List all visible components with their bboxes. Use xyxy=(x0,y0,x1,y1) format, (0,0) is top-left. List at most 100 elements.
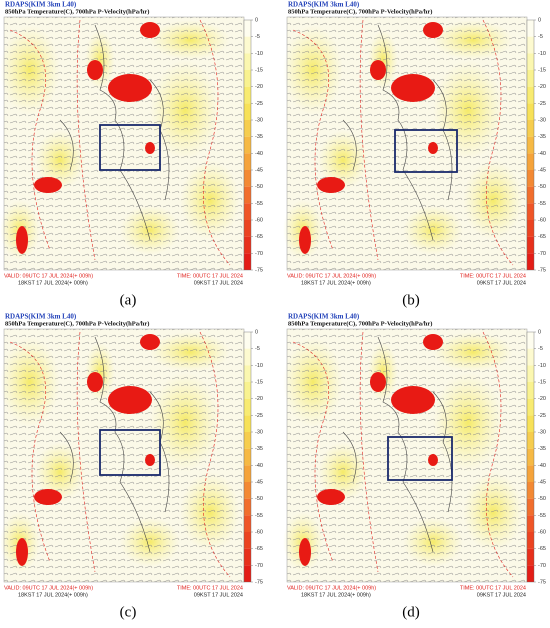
colorbar-tick-label: -35 xyxy=(255,446,263,452)
colorbar-tick-label: -50 xyxy=(255,184,263,190)
colorbar-segment xyxy=(244,432,251,449)
colorbar-tick-label: -25 xyxy=(255,413,263,419)
red-area xyxy=(428,454,438,466)
colorbar-tick-label: -40 xyxy=(255,151,263,157)
colorbar-segment xyxy=(244,253,251,270)
colorbar-tick-label: -55 xyxy=(538,201,546,207)
valid-utc: VALID: 09UTC 17 JUL 2024(+ 009h) xyxy=(4,585,93,591)
colorbar-tick-label: -60 xyxy=(255,217,263,223)
panel-label: (b) xyxy=(402,292,420,308)
colorbar-segment xyxy=(527,203,534,220)
panel-subtitle: 850hPa Temperature(C), 700hPa P-Velocity… xyxy=(288,320,432,327)
colorbar-segment xyxy=(244,565,251,582)
colorbar-segment xyxy=(527,120,534,137)
colorbar-segment xyxy=(244,532,251,549)
colorbar-segment xyxy=(527,515,534,532)
panel: RDAPS(KIM 3km L40)850hPa Temperature(C),… xyxy=(0,313,263,620)
colorbar-frame xyxy=(243,331,252,583)
colorbar-segment xyxy=(527,448,534,466)
colorbar-tick-label: -45 xyxy=(538,479,546,485)
colorbar-segment xyxy=(244,20,251,37)
colorbar-segment xyxy=(527,53,534,70)
colorbar-segment xyxy=(527,415,534,432)
colorbar-segment xyxy=(244,136,251,154)
colorbar-segment xyxy=(527,86,534,104)
red-area xyxy=(370,372,386,392)
isotherm xyxy=(292,19,514,266)
map xyxy=(283,328,528,583)
colorbar-segment xyxy=(244,548,251,566)
valid-utc: VALID: 09UTC 17 JUL 2024(+ 009h) xyxy=(4,273,93,279)
colorbar-segment xyxy=(527,365,534,382)
colorbar-segment xyxy=(527,398,534,416)
valid-utc: VALID: 09UTC 17 JUL 2024(+ 009h) xyxy=(287,273,376,279)
red-area xyxy=(428,142,438,154)
panel-title: RDAPS(KIM 3km L40) xyxy=(5,313,77,321)
colorbar-tick-label: 0 xyxy=(538,17,541,23)
red-area xyxy=(16,226,28,254)
colorbar-segment xyxy=(244,515,251,532)
colorbar-tick-label: -25 xyxy=(538,101,546,107)
colorbar-tick-label: -30 xyxy=(538,429,546,435)
red-area xyxy=(145,454,155,466)
time-utc: TIME: 00UTC 17 JUL 2024 xyxy=(177,273,243,279)
colorbar-segment xyxy=(244,415,251,432)
panel-label: (a) xyxy=(120,292,137,308)
colorbar-tick-label: -30 xyxy=(255,117,263,123)
colorbar-segment xyxy=(527,236,534,254)
colorbar-tick-label: -55 xyxy=(255,201,263,207)
red-area xyxy=(299,538,311,566)
valid-kst: 18KST 17 JUL 2024(+ 009h) xyxy=(18,280,88,286)
panel-subtitle: 850hPa Temperature(C), 700hPa P-Velocity… xyxy=(5,320,149,327)
colorbar-tick-label: -65 xyxy=(538,234,546,240)
red-area xyxy=(317,489,345,505)
colorbar-tick-label: -15 xyxy=(538,379,546,385)
panel-label: (c) xyxy=(120,604,137,620)
colorbar-segment xyxy=(527,532,534,549)
panel-title: RDAPS(KIM 3km L40) xyxy=(288,313,360,321)
colorbar-tick-label: -10 xyxy=(538,363,546,369)
isotherm xyxy=(9,331,231,578)
colorbar-segment xyxy=(244,170,251,187)
colorbar-tick-label: -5 xyxy=(538,34,543,40)
panel: RDAPS(KIM 3km L40)850hPa Temperature(C),… xyxy=(283,313,546,620)
colorbar-tick-label: -35 xyxy=(255,134,263,140)
red-area xyxy=(145,142,155,154)
colorbar-tick-label: -5 xyxy=(538,346,543,352)
colorbar-segment xyxy=(244,465,251,482)
colorbar-tick-label: 0 xyxy=(255,329,258,335)
colorbar-segment xyxy=(244,236,251,254)
time-kst: 09KST 17 JUL 2024 xyxy=(194,280,243,286)
colorbar-tick-label: -40 xyxy=(538,151,546,157)
isotherm xyxy=(292,331,514,578)
focus-box xyxy=(387,436,453,481)
colorbar-tick-label: -30 xyxy=(538,117,546,123)
colorbar-segment xyxy=(527,498,534,516)
panel-title: RDAPS(KIM 3km L40) xyxy=(5,1,77,9)
colorbar-tick-label: -45 xyxy=(255,479,263,485)
focus-box xyxy=(99,124,161,171)
colorbar-segment xyxy=(527,382,534,399)
colorbar-segment xyxy=(244,70,251,87)
colorbar-tick-label: -75 xyxy=(255,579,263,585)
colorbar-tick-label: -60 xyxy=(255,529,263,535)
colorbar-segment xyxy=(527,186,534,204)
colorbar-segment xyxy=(527,153,534,170)
colorbar-segment xyxy=(244,153,251,170)
colorbar-tick-label: 0 xyxy=(538,329,541,335)
colorbar-segment xyxy=(527,36,534,54)
colorbar-tick-label: -75 xyxy=(538,267,546,273)
colorbar-segment xyxy=(527,70,534,87)
red-area xyxy=(370,60,386,80)
colorbar-segment xyxy=(244,482,251,499)
colorbar-segment xyxy=(527,465,534,482)
colorbar-segment xyxy=(244,448,251,466)
colorbar-tick-label: -5 xyxy=(255,34,260,40)
colorbar-segment xyxy=(527,332,534,349)
colorbar-segment xyxy=(244,103,251,120)
colorbar-segment xyxy=(244,498,251,516)
colorbar-tick-label: -55 xyxy=(255,513,263,519)
colorbar-segment xyxy=(527,220,534,237)
red-area xyxy=(423,334,443,350)
colorbar-tick-label: -5 xyxy=(255,346,260,352)
